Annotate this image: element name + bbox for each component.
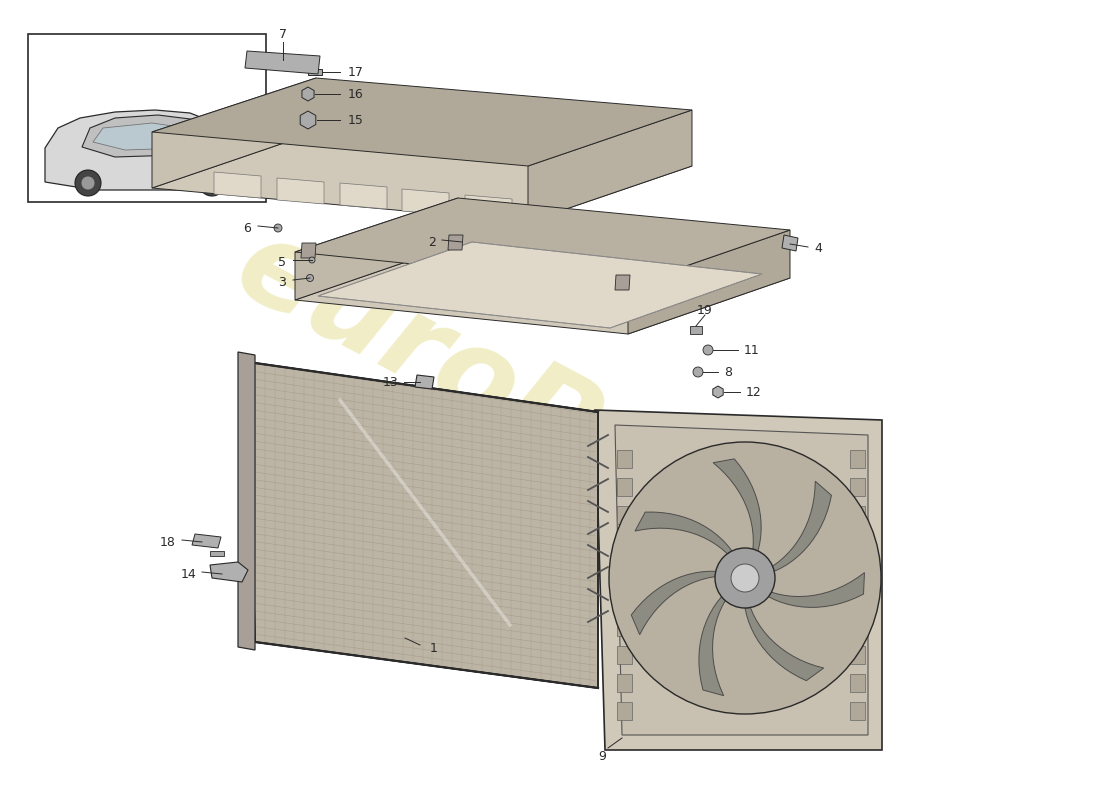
Polygon shape (300, 111, 316, 129)
Text: 1: 1 (430, 642, 438, 654)
Circle shape (309, 257, 315, 263)
Polygon shape (152, 78, 316, 188)
Polygon shape (615, 425, 868, 735)
Polygon shape (769, 573, 865, 607)
Polygon shape (94, 123, 202, 150)
Polygon shape (850, 562, 865, 580)
Polygon shape (192, 534, 221, 548)
Polygon shape (340, 183, 387, 209)
Polygon shape (850, 534, 865, 552)
Polygon shape (617, 674, 632, 692)
Polygon shape (713, 386, 723, 398)
Polygon shape (617, 562, 632, 580)
Bar (308, 69, 322, 75)
Polygon shape (214, 172, 261, 198)
Polygon shape (245, 51, 320, 74)
Text: 4: 4 (814, 242, 822, 255)
Polygon shape (152, 78, 692, 166)
Text: 2: 2 (428, 235, 436, 249)
Text: 9: 9 (598, 750, 606, 762)
Text: 19: 19 (697, 303, 713, 317)
Text: 7: 7 (279, 29, 287, 42)
Polygon shape (635, 512, 732, 554)
Polygon shape (617, 506, 632, 524)
Text: 15: 15 (348, 114, 364, 126)
Bar (28, 34, 266, 202)
Polygon shape (617, 646, 632, 664)
Polygon shape (301, 243, 316, 258)
Polygon shape (617, 450, 632, 468)
Polygon shape (850, 646, 865, 664)
Polygon shape (772, 482, 832, 571)
Text: 6: 6 (243, 222, 251, 234)
Polygon shape (628, 230, 790, 334)
Polygon shape (745, 607, 824, 681)
Polygon shape (295, 198, 458, 300)
Polygon shape (238, 352, 255, 650)
Circle shape (274, 224, 282, 232)
Circle shape (75, 170, 101, 196)
Polygon shape (850, 450, 865, 468)
Text: euroParts: euroParts (218, 207, 843, 613)
Circle shape (703, 345, 713, 355)
Circle shape (205, 176, 219, 190)
Polygon shape (617, 534, 632, 552)
Text: 5: 5 (278, 255, 286, 269)
Polygon shape (782, 235, 797, 251)
Polygon shape (850, 478, 865, 496)
Polygon shape (448, 235, 463, 250)
Text: 17: 17 (348, 66, 364, 78)
Text: 13: 13 (383, 375, 398, 389)
Text: 18: 18 (161, 535, 176, 549)
Polygon shape (615, 275, 630, 290)
Text: 8: 8 (724, 366, 732, 378)
Polygon shape (850, 506, 865, 524)
Bar (210, 551, 224, 556)
Text: 11: 11 (744, 343, 760, 357)
Polygon shape (415, 375, 434, 389)
Polygon shape (850, 618, 865, 636)
Polygon shape (595, 410, 882, 750)
Circle shape (199, 170, 226, 196)
Polygon shape (210, 562, 248, 582)
Polygon shape (528, 110, 692, 222)
Text: 14: 14 (180, 567, 196, 581)
Polygon shape (850, 590, 865, 608)
Polygon shape (45, 110, 245, 190)
Polygon shape (617, 618, 632, 636)
Circle shape (81, 176, 95, 190)
Polygon shape (82, 115, 214, 157)
Polygon shape (152, 132, 692, 222)
Polygon shape (295, 198, 790, 286)
Polygon shape (617, 590, 632, 608)
Polygon shape (713, 459, 761, 551)
Text: 12: 12 (746, 386, 761, 398)
Polygon shape (465, 195, 512, 221)
Text: a passion for porsche since 1985: a passion for porsche since 1985 (354, 374, 626, 530)
Polygon shape (277, 178, 324, 204)
Circle shape (307, 274, 314, 282)
Circle shape (693, 367, 703, 377)
Polygon shape (850, 674, 865, 692)
Polygon shape (402, 189, 449, 215)
Circle shape (715, 548, 775, 608)
Polygon shape (631, 571, 716, 634)
Polygon shape (248, 362, 598, 688)
Polygon shape (301, 87, 315, 101)
Bar (690, 326, 702, 334)
Circle shape (609, 442, 881, 714)
Text: 3: 3 (278, 275, 286, 289)
Text: 16: 16 (348, 87, 364, 101)
Polygon shape (850, 702, 865, 720)
Polygon shape (617, 478, 632, 496)
Circle shape (732, 564, 759, 592)
Polygon shape (318, 242, 762, 328)
Polygon shape (617, 702, 632, 720)
Polygon shape (295, 244, 790, 334)
Polygon shape (698, 597, 725, 696)
